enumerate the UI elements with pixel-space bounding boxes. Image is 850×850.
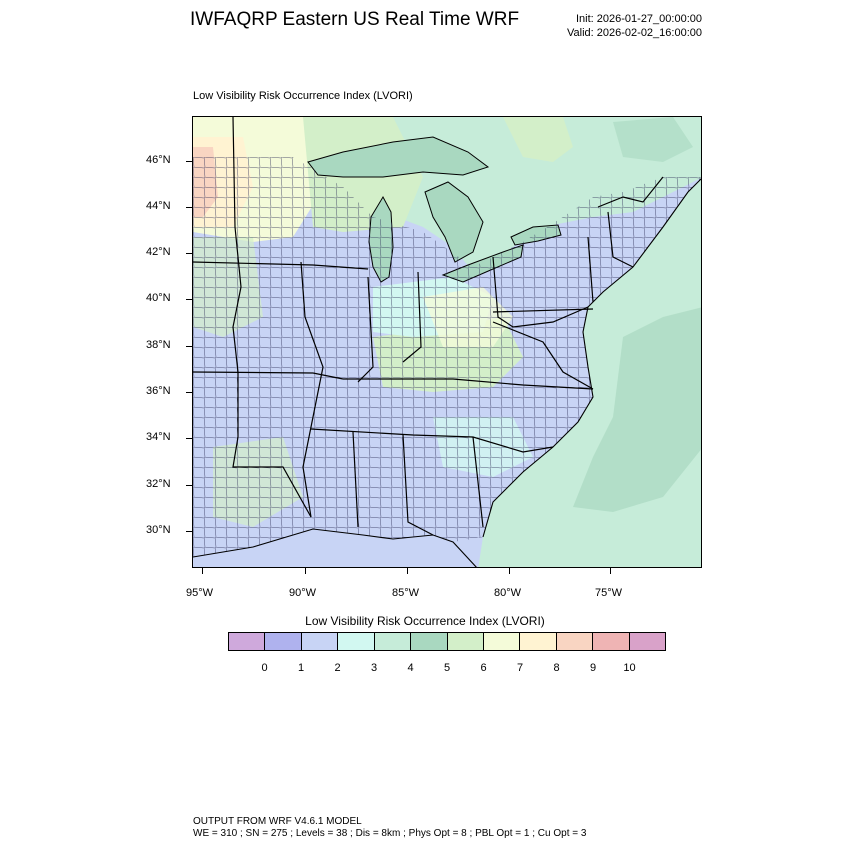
lat-tick [186,253,192,254]
lon-tick [305,568,306,574]
page-title: IWFAQRP Eastern US Real Time WRF [190,9,520,30]
gulf-of-mexico [193,529,478,567]
lat-label-42n: 42°N [146,246,171,258]
colorbar-swatch [556,633,594,650]
lon-tick [407,568,408,574]
colorbar-title: Low Visibility Risk Occurrence Index (LV… [305,614,545,628]
colorbar [228,632,666,651]
lat-tick [186,485,192,486]
lat-label-36n: 36°N [146,385,171,397]
lat-tick [186,299,192,300]
model-info-line2: WE = 310 ; SN = 275 ; Levels = 38 ; Dis … [193,828,587,839]
colorbar-swatch [229,633,266,650]
canada-patches-2 [613,117,693,162]
county-texture [193,157,701,557]
colorbar-label: 4 [407,662,414,674]
lon-tick [610,568,611,574]
colorbar-label: 2 [334,662,341,674]
lat-tick [186,161,192,162]
lat-tick [186,346,192,347]
lon-label-85w: 85°W [392,587,420,599]
colorbar-label: 8 [553,662,560,674]
lat-label-30n: 30°N [146,524,171,536]
colorbar-label: 3 [370,662,378,674]
lat-tick [186,392,192,393]
colorbar-swatch [483,633,521,650]
colorbar-swatch [265,633,302,650]
lat-label-38n: 38°N [146,339,171,351]
state-borders [193,117,664,536]
lat-label-44n: 44°N [146,200,171,212]
coastlines [193,178,701,567]
lat-label-32n: 32°N [146,478,171,490]
lat-tick [186,531,192,532]
colorbar-swatch [593,633,630,650]
lon-tick [202,568,203,574]
lat-label-40n: 40°N [146,292,171,304]
lat-tick [186,438,192,439]
lat-tick [186,207,192,208]
colorbar-swatch [629,633,666,650]
colorbar-swatch [374,633,412,650]
colorbar-label: 7 [516,662,524,674]
colorbar-label: 0 [261,662,268,674]
colorbar-label: 1 [297,662,305,674]
ocean-shade [573,307,701,512]
colorbar-swatch [411,633,448,650]
colorbar-label: 5 [443,662,451,674]
map-panel [192,116,702,568]
canada-patches [503,117,573,162]
lon-label-95w: 95°W [186,587,214,599]
lon-label-80w: 80°W [494,587,522,599]
colorbar-label: 9 [589,662,597,674]
colorbar-swatch [301,633,339,650]
lake-superior [307,136,490,178]
lon-label-90w: 90°W [289,587,317,599]
lon-label-75w: 75°W [595,587,623,599]
map-subtitle: Low Visibility Risk Occurrence Index (LV… [193,90,413,102]
lat-label-46n: 46°N [146,154,171,166]
colorbar-swatch [447,633,484,650]
colorbar-swatch [520,633,557,650]
model-info-line1: OUTPUT FROM WRF V4.6.1 MODEL [193,816,362,827]
colorbar-label: 10 [623,662,636,674]
map-graphic [193,117,701,567]
lat-label-34n: 34°N [146,431,171,443]
lon-tick [509,568,510,574]
init-time: Init: 2026-01-27_00:00:00 [576,13,702,25]
lake-huron [424,181,484,263]
valid-time: Valid: 2026-02-02_16:00:00 [567,27,702,39]
colorbar-label: 6 [480,662,487,674]
colorbar-swatch [338,633,375,650]
